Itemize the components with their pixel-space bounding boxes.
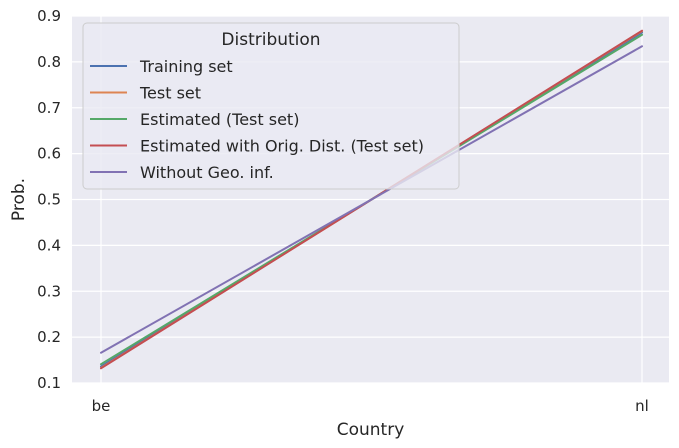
legend-box — [82, 22, 460, 190]
y-tick-label: 0.2 — [37, 328, 61, 346]
y-tick-label: 0.7 — [37, 99, 61, 117]
legend-title: Distribution — [221, 30, 320, 50]
series-line-5 — [100, 45, 643, 354]
y-tick-label: 0.8 — [37, 53, 61, 71]
legend-label-4: Estimated with Orig. Dist. (Test set) — [140, 137, 424, 156]
y-tick-label: 0.4 — [37, 236, 61, 254]
legend-label-2: Test set — [139, 84, 201, 103]
legend: Distribution Training set Test set Estimat… — [82, 22, 460, 190]
x-axis-ticks: be nl — [92, 397, 649, 415]
y-tick-label: 0.3 — [37, 282, 61, 300]
legend-items: Training set Test set Estimated (Test set)… — [90, 57, 424, 182]
y-tick-label: 0.1 — [37, 374, 61, 392]
y-tick-label: 0.6 — [37, 145, 61, 163]
series-lines — [100, 29, 643, 370]
legend-label-3: Estimated (Test set) — [140, 110, 299, 129]
y-axis-ticks: 0.1 0.2 0.3 0.4 0.5 0.6 0.7 0.8 0.9 — [37, 7, 61, 392]
x-axis-label: Country — [337, 420, 405, 440]
legend-label-5: Without Geo. inf. — [140, 163, 274, 182]
legend-label-1: Training set — [139, 57, 233, 76]
x-tick-label: be — [92, 397, 111, 415]
x-tick-label: nl — [635, 397, 649, 415]
y-tick-label: 0.5 — [37, 191, 61, 209]
y-axis-label: Prob. — [9, 178, 29, 221]
y-tick-label: 0.9 — [37, 7, 61, 25]
